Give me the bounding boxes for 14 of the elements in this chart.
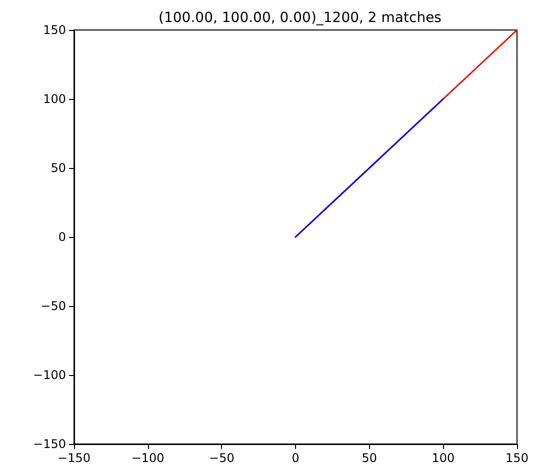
y-tick-label: −50 [40,299,66,313]
x-tick-label: 0 [292,451,300,465]
y-tick-label: 50 [50,161,66,175]
chart-title: (100.00, 100.00, 0.00)_1200, 2 matches [158,10,442,26]
x-tick-label: 50 [362,451,377,465]
y-tick-label: 0 [58,230,66,244]
x-tick-label: −100 [131,451,164,465]
y-tick-label: 150 [43,23,66,37]
x-tick-label: −50 [209,451,234,465]
y-tick-label: −100 [33,368,66,382]
y-tick-label: −150 [33,437,66,451]
y-tick-label: 100 [43,92,66,106]
x-tick-label: 100 [432,451,455,465]
x-tick-label: 150 [506,451,528,465]
